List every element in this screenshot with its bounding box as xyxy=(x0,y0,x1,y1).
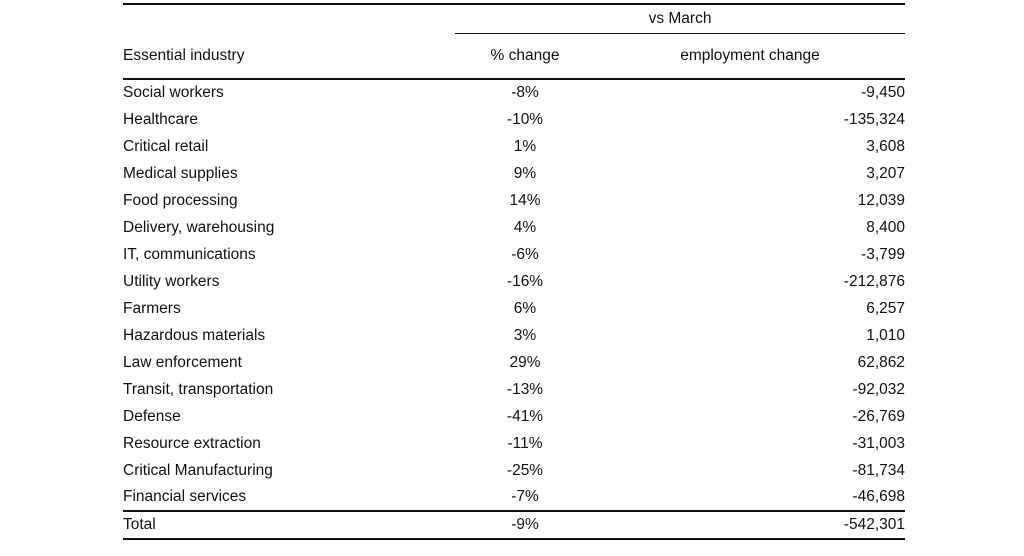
cell-employment-change: -9,450 xyxy=(861,84,905,102)
table-row: Utility workers -16% -212,876 xyxy=(123,268,905,295)
cell-employment-change: 12,039 xyxy=(857,191,905,209)
table-row: IT, communications -6% -3,799 xyxy=(123,241,905,268)
group-header-row: vs March xyxy=(123,4,905,34)
cell-employment-change: -31,003 xyxy=(852,434,905,452)
cell-employment-change: 1,010 xyxy=(866,326,905,344)
cell-employment-change: 8,400 xyxy=(866,218,905,236)
cell-industry: Critical Manufacturing xyxy=(123,461,273,479)
cell-pct-change: 29% xyxy=(509,353,541,371)
table-row: Defense -41% -26,769 xyxy=(123,403,905,430)
group-header-spacer xyxy=(123,4,455,33)
cell-industry: IT, communications xyxy=(123,245,256,263)
column-header-row: Essential industry % change employment c… xyxy=(123,33,905,80)
table-row: Law enforcement 29% 62,862 xyxy=(123,349,905,376)
cell-employment-change: 3,207 xyxy=(866,164,905,182)
cell-industry: Financial services xyxy=(123,488,247,506)
cell-employment-change: -135,324 xyxy=(843,110,905,128)
total-employment-change: -542,301 xyxy=(595,510,905,539)
cell-pct-change: 14% xyxy=(509,191,541,209)
cell-pct-change: -10% xyxy=(506,110,544,128)
table-row: Medical supplies 9% 3,207 xyxy=(123,160,905,187)
table-footer: Total -9% -542,301 xyxy=(123,510,905,539)
cell-industry: Transit, transportation xyxy=(123,380,274,398)
cell-pct-change: -11% xyxy=(507,434,543,452)
cell-employment-change: -81,734 xyxy=(852,461,905,479)
cell-employment-change: -3,799 xyxy=(861,245,905,263)
cell-pct-change: -7% xyxy=(511,488,539,506)
cell-industry: Farmers xyxy=(123,299,181,317)
table-row: Critical Manufacturing -25% -81,734 xyxy=(123,457,905,484)
cell-employment-change: -26,769 xyxy=(852,407,905,425)
total-label: Total xyxy=(123,510,455,539)
column-header-pct-change: % change xyxy=(455,33,595,80)
cell-employment-change: 6,257 xyxy=(866,299,905,317)
column-group-header-vs-march: vs March xyxy=(455,4,905,34)
cell-industry: Critical retail xyxy=(123,137,209,155)
cell-employment-change: -92,032 xyxy=(852,380,905,398)
cell-industry: Defense xyxy=(123,407,181,425)
cell-employment-change: 3,608 xyxy=(866,137,905,155)
cell-employment-change: -46,698 xyxy=(852,488,905,506)
table-row: Healthcare -10% -135,324 xyxy=(123,106,905,133)
cell-industry: Delivery, warehousing xyxy=(123,218,275,236)
cell-industry: Law enforcement xyxy=(123,353,242,371)
cell-pct-change: 4% xyxy=(513,218,537,236)
table-body: Social workers -8% -9,450 Healthcare -10… xyxy=(123,79,905,511)
cell-pct-change: -13% xyxy=(506,380,544,398)
table-row: Social workers -8% -9,450 xyxy=(123,79,905,106)
table-row: Hazardous materials 3% 1,010 xyxy=(123,322,905,349)
cell-employment-change: -212,876 xyxy=(843,272,905,290)
table-row: Critical retail 1% 3,608 xyxy=(123,133,905,160)
table-header: vs March Essential industry % change emp… xyxy=(123,4,905,80)
total-row: Total -9% -542,301 xyxy=(123,510,905,539)
cell-industry: Medical supplies xyxy=(123,164,238,182)
table-row: Farmers 6% 6,257 xyxy=(123,295,905,322)
column-header-industry: Essential industry xyxy=(123,33,455,80)
cell-pct-change: 3% xyxy=(513,326,537,344)
total-pct-change: -9% xyxy=(455,510,595,539)
cell-industry: Utility workers xyxy=(123,272,220,290)
cell-industry: Healthcare xyxy=(123,110,198,128)
cell-pct-change: -8% xyxy=(511,84,539,102)
cell-pct-change: 1% xyxy=(513,137,537,155)
cell-pct-change: -25% xyxy=(506,461,544,479)
cell-industry: Hazardous materials xyxy=(123,326,266,344)
table-row: Delivery, warehousing 4% 8,400 xyxy=(123,214,905,241)
essential-industry-table-container: vs March Essential industry % change emp… xyxy=(123,3,905,540)
essential-industry-table: vs March Essential industry % change emp… xyxy=(123,3,905,540)
cell-industry: Social workers xyxy=(123,84,224,102)
table-row: Resource extraction -11% -31,003 xyxy=(123,430,905,457)
table-row: Financial services -7% -46,698 xyxy=(123,484,905,511)
cell-pct-change: -41% xyxy=(506,407,544,425)
table-row: Food processing 14% 12,039 xyxy=(123,187,905,214)
table-row: Transit, transportation -13% -92,032 xyxy=(123,376,905,403)
cell-pct-change: -16% xyxy=(506,272,544,290)
cell-industry: Food processing xyxy=(123,191,238,209)
cell-pct-change: -6% xyxy=(511,245,539,263)
cell-pct-change: 9% xyxy=(513,164,537,182)
cell-industry: Resource extraction xyxy=(123,434,261,452)
cell-employment-change: 62,862 xyxy=(857,353,905,371)
column-header-employment-change: employment change xyxy=(595,33,905,80)
cell-pct-change: 6% xyxy=(513,299,537,317)
